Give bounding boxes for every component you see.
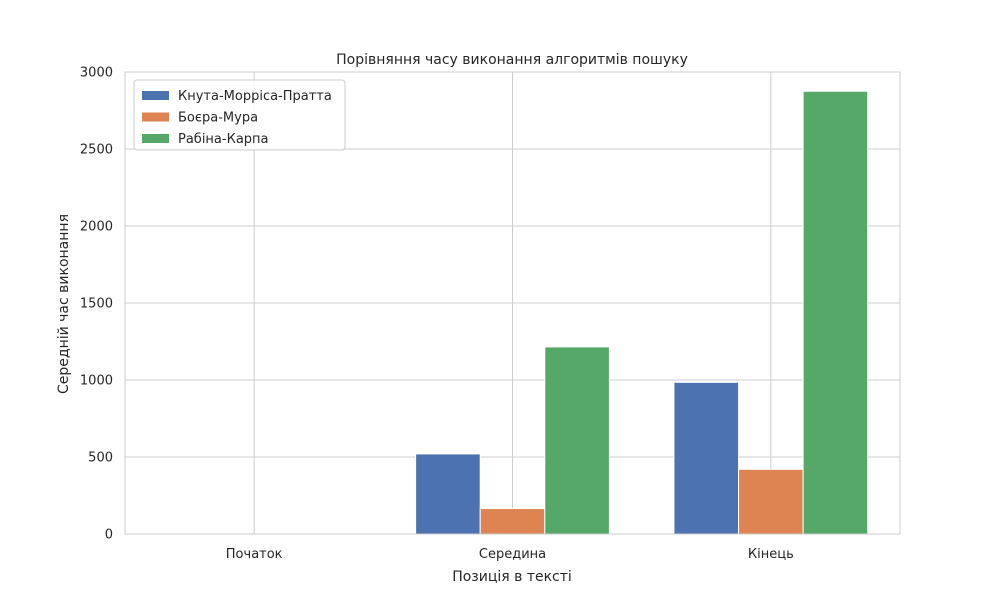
bar xyxy=(544,346,610,535)
y-tick-label: 2500 xyxy=(80,143,113,158)
legend-label: Боєра-Мура xyxy=(178,111,258,126)
legend-swatch xyxy=(142,134,169,143)
chart-title: Порівняння часу виконання алгоритмів пош… xyxy=(336,52,688,68)
legend: Кнута-Морріса-Пратта Боєра-Мура Рабіна-Кар… xyxy=(133,79,346,151)
bar xyxy=(673,381,740,535)
x-tick-label: Початок xyxy=(226,547,283,562)
x-tick-label: Кінець xyxy=(748,547,794,562)
y-axis-label: Середній час виконання xyxy=(56,214,72,394)
y-tick-label: 2000 xyxy=(80,220,113,235)
y-tick-label: 0 xyxy=(105,528,113,543)
legend-swatch xyxy=(142,91,169,100)
legend-label: Кнута-Морріса-Пратта xyxy=(178,89,332,104)
y-tick-label: 1000 xyxy=(80,374,113,389)
legend-label: Рабіна-Карпа xyxy=(178,132,269,147)
y-tick-labels: 0 500 1000 1500 2000 2500 3000 xyxy=(80,66,113,543)
bar xyxy=(802,90,869,535)
y-tick-label: 3000 xyxy=(80,66,113,81)
bar xyxy=(479,508,546,535)
plot-frame xyxy=(124,71,901,535)
x-tick-label: Середина xyxy=(479,547,546,562)
y-tick-label: 1500 xyxy=(80,297,113,312)
legend-swatch xyxy=(142,112,169,122)
x-axis-label: Позиція в тексті xyxy=(452,569,572,585)
y-tick-label: 500 xyxy=(88,451,113,466)
bar xyxy=(738,468,804,535)
bar xyxy=(415,453,481,535)
legend-box xyxy=(133,79,346,151)
bars xyxy=(156,90,869,535)
x-tick-labels: Початок Середина Кінець xyxy=(226,547,794,562)
